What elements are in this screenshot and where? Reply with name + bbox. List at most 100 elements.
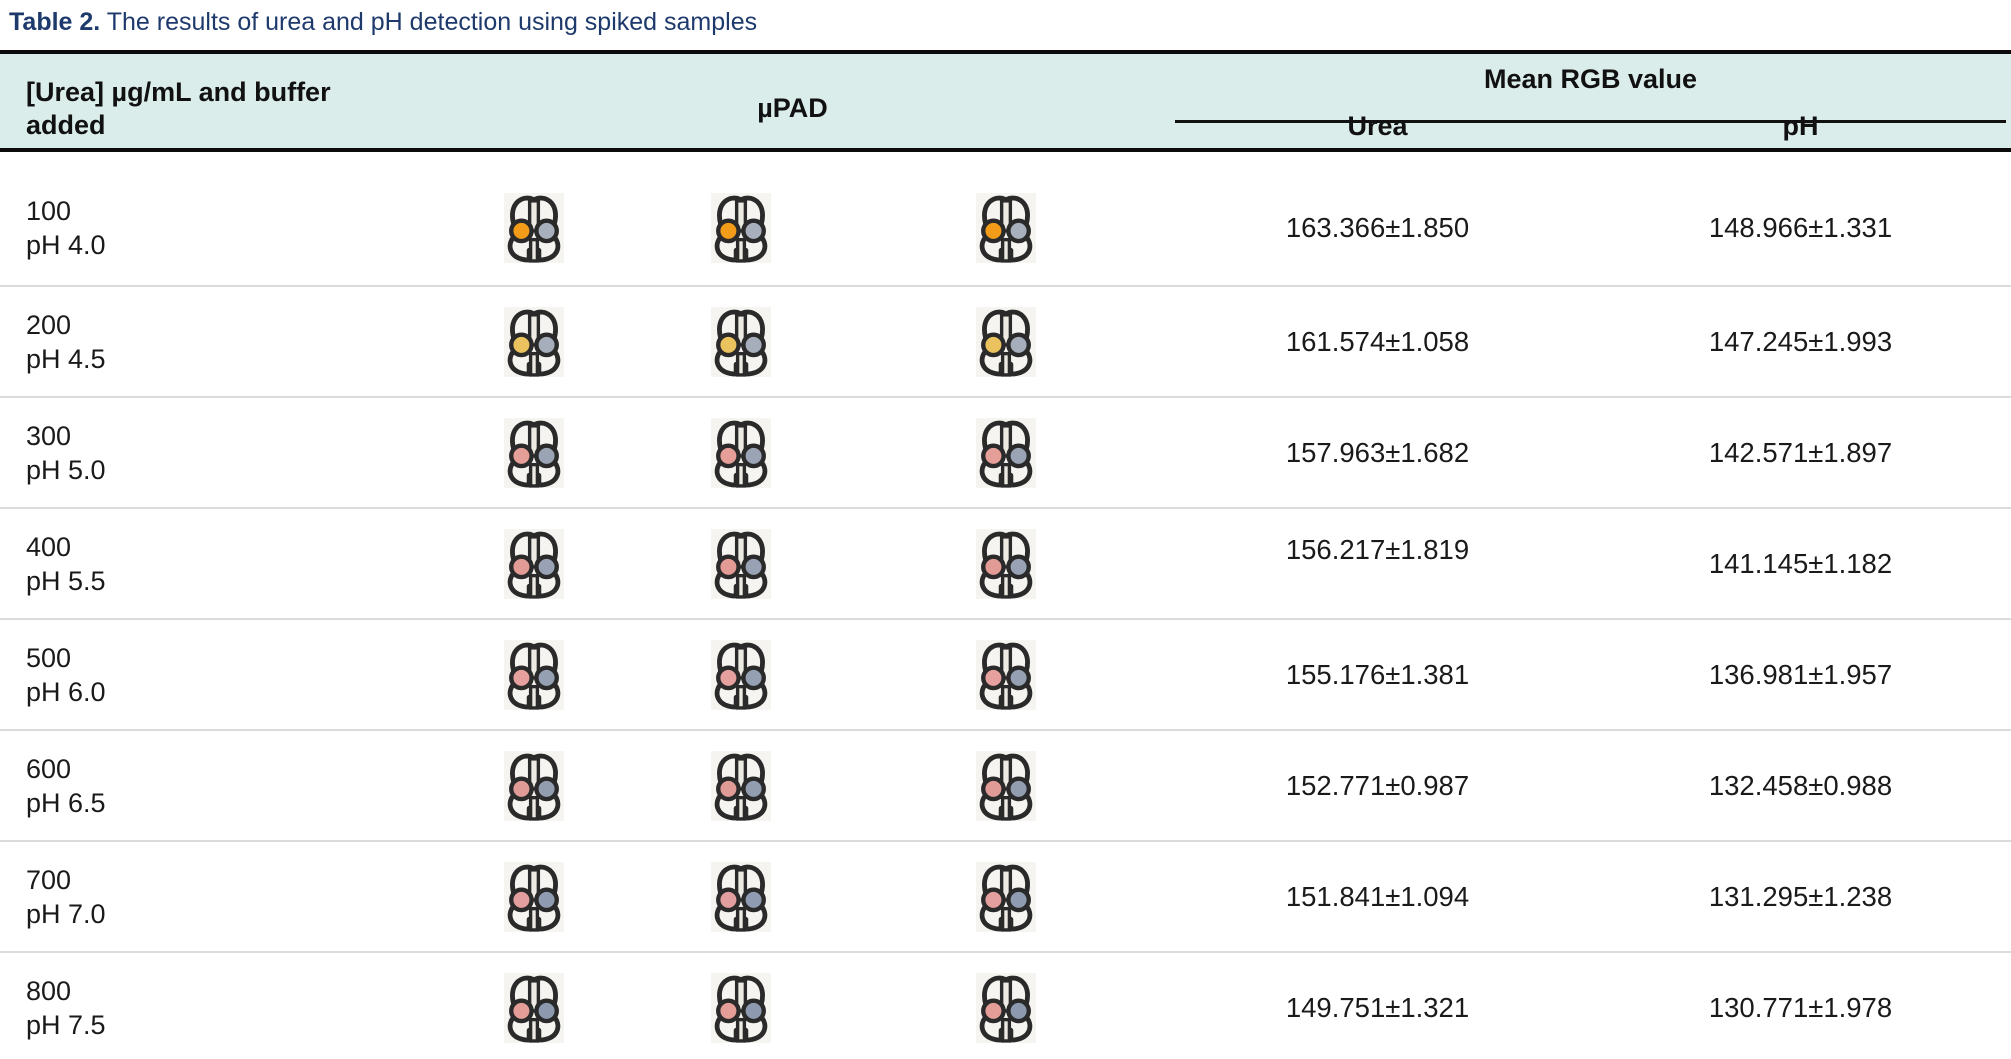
mean-rgb-ph-value: 132.458±0.988: [1708, 769, 1893, 801]
upad-outlet-channel: [1000, 906, 1012, 932]
mean-rgb-ph-value: 130.771±1.978: [1708, 991, 1893, 1023]
upad-inlet-channel: [734, 199, 748, 233]
ph-detection-zone: [534, 218, 559, 244]
upad-bottom-right-outline: [536, 901, 561, 931]
upad-outlet-channel: [1000, 462, 1012, 488]
upad-bottom-left-outline: [979, 457, 1004, 487]
upad-images-cell: [420, 952, 1165, 1059]
upad-bottom-right-outline: [1008, 457, 1033, 487]
buffer-ph: pH 6.0: [26, 676, 106, 707]
ph-detection-zone: [741, 443, 766, 468]
table-caption-text: The results of urea and pH detection usi…: [100, 8, 758, 36]
upad-bottom-left-outline: [714, 568, 739, 598]
urea-concentration: 400: [26, 531, 72, 562]
mean-rgb-urea-cell: 156.217±1.819: [1165, 508, 1590, 619]
upad-bottom-right-outline: [743, 568, 768, 598]
urea-concentration: 100: [26, 196, 72, 226]
upad-inlet-channel: [527, 756, 541, 791]
upad-inlet-channel: [999, 199, 1013, 233]
upad-inlet-channel: [999, 534, 1013, 569]
urea-detection-zone: [981, 665, 1006, 690]
upad-outlet-channel: [528, 684, 540, 710]
urea-detection-zone: [509, 443, 534, 468]
upad-images-cell: [420, 286, 1165, 397]
upad-bottom-right-outline: [536, 346, 561, 376]
urea-detection-zone: [716, 218, 741, 244]
ph-detection-zone: [741, 332, 766, 357]
table-body: 100 pH 4.0 163.366±1.850 148.966±1.331 200 pH…: [0, 150, 2011, 1059]
upad-bottom-right-outline: [1008, 679, 1033, 709]
sample-label-cell: 700 pH 7.0: [0, 841, 420, 952]
urea-detection-zone: [981, 776, 1006, 801]
mean-rgb-urea-value: 152.771±0.987: [1285, 769, 1470, 801]
buffer-ph: pH 7.0: [26, 898, 106, 929]
upad-inlet-channel: [527, 645, 541, 680]
upad-inlet-channel: [999, 978, 1013, 1013]
upad-bottom-right-outline: [536, 1012, 561, 1042]
upad-bottom-right-outline: [1008, 1012, 1033, 1042]
urea-detection-zone: [509, 332, 534, 357]
mean-rgb-urea-cell: 151.841±1.094: [1165, 841, 1590, 952]
urea-detection-zone: [509, 665, 534, 690]
mean-rgb-ph-cell: 131.295±1.238: [1590, 841, 2011, 952]
upad-bottom-left-outline: [979, 346, 1004, 376]
upad-bottom-left-outline: [714, 346, 739, 376]
sample-label-cell: 400 pH 5.5: [0, 508, 420, 619]
upad-bottom-left-outline: [507, 457, 532, 487]
upad-outlet-channel: [528, 1017, 540, 1043]
header-mean-rgb-label: Mean RGB value: [1175, 42, 2006, 123]
urea-detection-zone: [981, 887, 1006, 912]
table-caption-label: Table 2.: [9, 8, 101, 36]
buffer-ph: pH 4.0: [26, 230, 106, 260]
table-row: 400 pH 5.5 156.217±1.819 141.145±1.182: [0, 508, 2011, 619]
mean-rgb-ph-value: 131.295±1.238: [1708, 880, 1893, 912]
mean-rgb-ph-value: 136.981±1.957: [1708, 658, 1893, 690]
upad-inlet-channel: [734, 645, 748, 680]
table-row: 800 pH 7.5 149.751±1.321 130.771±1.978: [0, 952, 2011, 1059]
upad-outlet-channel: [528, 462, 540, 488]
ph-detection-zone: [1006, 218, 1031, 244]
upad-bottom-left-outline: [714, 901, 739, 931]
upad-bottom-left-outline: [714, 1012, 739, 1042]
urea-detection-zone: [716, 887, 741, 912]
ph-detection-zone: [741, 554, 766, 579]
urea-concentration: 700: [26, 864, 72, 895]
upad-bottom-right-outline: [536, 233, 561, 263]
mean-rgb-ph-value: 142.571±1.897: [1708, 436, 1893, 468]
mean-rgb-urea-cell: 163.366±1.850: [1165, 150, 1590, 286]
upad-bottom-right-outline: [743, 233, 768, 263]
upad-device-image: [975, 193, 1037, 263]
ph-detection-zone: [534, 554, 559, 579]
mean-rgb-urea-value: 157.963±1.682: [1285, 436, 1470, 468]
upad-device-image: [503, 639, 565, 710]
buffer-ph: pH 5.5: [26, 565, 106, 596]
upad-bottom-right-outline: [743, 457, 768, 487]
upad-images-cell: [420, 397, 1165, 508]
urea-detection-zone: [509, 776, 534, 801]
upad-device-image: [710, 528, 772, 599]
table-row: 200 pH 4.5 161.574±1.058 147.245±1.993: [0, 286, 2011, 397]
urea-detection-zone: [716, 665, 741, 690]
upad-inlet-channel: [734, 534, 748, 569]
upad-images-cell: [420, 730, 1165, 841]
mean-rgb-ph-cell: 147.245±1.993: [1590, 286, 2011, 397]
upad-inlet-channel: [999, 312, 1013, 347]
mean-rgb-ph-cell: 148.966±1.331: [1590, 150, 2011, 286]
upad-images-cell: [420, 150, 1165, 286]
upad-bottom-left-outline: [507, 679, 532, 709]
upad-outlet-channel: [735, 237, 747, 263]
urea-concentration: 600: [26, 753, 72, 784]
upad-bottom-left-outline: [507, 346, 532, 376]
upad-device-image: [503, 750, 565, 821]
header-urea-buffer: [Urea] µg/mL and buffer added: [0, 52, 420, 150]
buffer-ph: pH 4.5: [26, 343, 106, 374]
upad-device-image: [975, 306, 1037, 377]
upad-device-image: [975, 417, 1037, 488]
upad-inlet-channel: [734, 756, 748, 791]
ph-detection-zone: [1006, 443, 1031, 468]
upad-device-image: [975, 639, 1037, 710]
upad-outlet-channel: [735, 684, 747, 710]
mean-rgb-urea-value: 161.574±1.058: [1285, 325, 1470, 357]
upad-outlet-channel: [735, 351, 747, 377]
